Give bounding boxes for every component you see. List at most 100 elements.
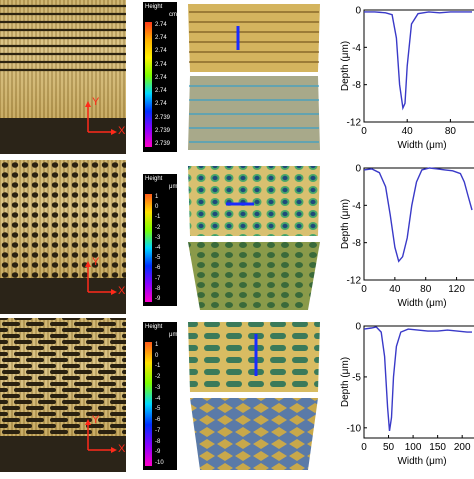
legend-tick-label: 2.74: [155, 22, 167, 28]
legend-colorbar: [145, 22, 152, 147]
legend-tick-label: 2.74: [155, 48, 167, 55]
x-tick-label: 40: [389, 284, 401, 295]
legend-tick-label: -10: [155, 460, 164, 466]
micrograph-slots: [0, 318, 126, 472]
xy-axes-indicator: [85, 101, 117, 135]
depth-profile-chart-1: 0 -4 -8 -12 0 40 80 Depth (μm) Width (μm): [336, 0, 474, 158]
legend-ticks: 2.74 2.74 2.74 2.74 2.74 2.74 2.74 2.739 2.739 2.…: [155, 22, 177, 147]
y-axis-label: Depth (μm): [340, 41, 351, 91]
legend-tick-label: -7: [155, 275, 161, 282]
depth-profile-chart-2: 0 -4 -8 -12 0 40 80 120 Depth (μm) Width (μm): [336, 158, 474, 316]
slot-array: [0, 318, 126, 436]
legend-tick-label: -5: [155, 406, 161, 413]
micrograph-dimples: [0, 160, 126, 314]
legend-colorbar: [145, 194, 152, 302]
legend-tick-label: -8: [155, 438, 161, 445]
y-axis-label: Depth (μm): [340, 199, 351, 249]
axis-x-label: X: [118, 443, 126, 455]
legend-title: Height: [145, 4, 163, 10]
micrograph-edge: [0, 118, 126, 154]
plot-frame: [363, 9, 474, 123]
3d-surface: [188, 4, 320, 150]
legend-tick-label: -1: [155, 214, 161, 221]
dimple-array: [0, 160, 126, 278]
legend-tick-label: -9: [155, 449, 161, 456]
axis-y-label: Y: [92, 256, 100, 268]
legend-tick-label: 0: [155, 204, 159, 211]
legend-tick-label: 2.74: [155, 74, 167, 81]
3d-surface: [188, 166, 320, 310]
y-axis-label: Depth (μm): [340, 357, 351, 407]
micrograph-edge: [0, 278, 126, 314]
y-tick-label: -8: [352, 80, 361, 91]
legend-tick-label: 0: [155, 352, 159, 359]
micrograph-edge: [0, 436, 126, 472]
x-tick-label: 80: [420, 284, 432, 295]
x-axis-label: Width (μm): [397, 298, 446, 309]
legend-ticks: 1 0 -1 -2 -3 -4 -5 -6 -7 -8 -9: [155, 194, 177, 302]
x-tick-label: 0: [361, 284, 367, 295]
legend-tick-label: -4: [155, 395, 161, 402]
height-legend: Height μm 1 0 -1 -2 -3 -4 -5 -6 -7 -8 -9 -10: [143, 322, 177, 470]
depth-profile-line: [364, 11, 472, 111]
legend-tick-label: 2.74: [155, 88, 167, 95]
legend-tick-label: -1: [155, 363, 161, 370]
groove-lines: [0, 4, 126, 72]
y-tick-label: -4: [352, 43, 361, 54]
x-tick-label: 200: [454, 442, 471, 453]
y-tick-label: 0: [355, 322, 361, 333]
legend-unit: μm: [169, 184, 178, 190]
x-axis-label: Width (μm): [397, 140, 446, 151]
legend-tick-label: -6: [155, 417, 161, 424]
y-tick-label: -5: [352, 372, 361, 383]
legend-unit: μm: [169, 332, 178, 338]
legend-tick-label: -7: [155, 427, 161, 434]
legend-tick-label: -3: [155, 234, 161, 241]
x-tick-label: 50: [383, 442, 395, 453]
legend-tick-label: -2: [155, 224, 161, 231]
legend-unit: cm: [169, 12, 177, 18]
micrograph-grooves: [0, 0, 126, 154]
y-tick-label: 0: [355, 6, 361, 17]
3d-surface: [188, 322, 320, 470]
legend-tick-label: 2.74: [155, 35, 167, 42]
legend-tick-label: -2: [155, 374, 161, 381]
legend-title: Height: [145, 324, 163, 330]
legend-title: Height: [145, 176, 163, 182]
y-tick-label: -12: [347, 118, 362, 129]
depth-profile-line: [363, 167, 473, 263]
legend-tick-label: -9: [155, 296, 161, 302]
x-tick-label: 0: [361, 126, 367, 137]
depth-profile-line: [363, 326, 472, 432]
legend-tick-label: 1: [155, 342, 159, 348]
3d-surface-view: [180, 318, 330, 474]
depth-profile-svg: 0 -5 -10 0 50 100 150 200 Depth (μm) Width (μm): [340, 322, 474, 467]
x-axis-label: Width (μm): [397, 456, 446, 467]
axis-x-label: X: [118, 125, 126, 137]
x-tick-label: 80: [445, 126, 457, 137]
legend-tick-label: -5: [155, 255, 161, 262]
y-tick-label: 0: [355, 164, 361, 175]
height-legend: Height cm 2.74 2.74 2.74 2.74 2.74 2.74 2.74 2.…: [143, 2, 177, 152]
x-tick-label: 120: [448, 284, 465, 295]
y-tick-label: -4: [352, 201, 361, 212]
legend-tick-label: 2.739: [155, 127, 171, 134]
axis-x-label: X: [118, 285, 126, 297]
legend-tick-label: -6: [155, 265, 161, 272]
y-tick-label: -10: [347, 423, 362, 434]
axis-y-label: Y: [92, 96, 100, 108]
y-tick-label: -12: [347, 276, 362, 287]
legend-tick-label: 2.74: [155, 101, 167, 108]
height-legend: Height μm 1 0 -1 -2 -3 -4 -5 -6 -7 -8 -9: [143, 174, 177, 306]
legend-tick-label: -3: [155, 384, 161, 391]
3d-surface-view: [180, 0, 330, 154]
plot-frame: [363, 167, 474, 281]
legend-tick-label: 2.739: [155, 114, 171, 121]
legend-tick-label: 2.739: [155, 141, 171, 147]
plot-frame: [363, 325, 474, 439]
y-tick-label: -8: [352, 238, 361, 249]
legend-tick-label: 2.74: [155, 61, 167, 68]
x-tick-label: 100: [405, 442, 422, 453]
